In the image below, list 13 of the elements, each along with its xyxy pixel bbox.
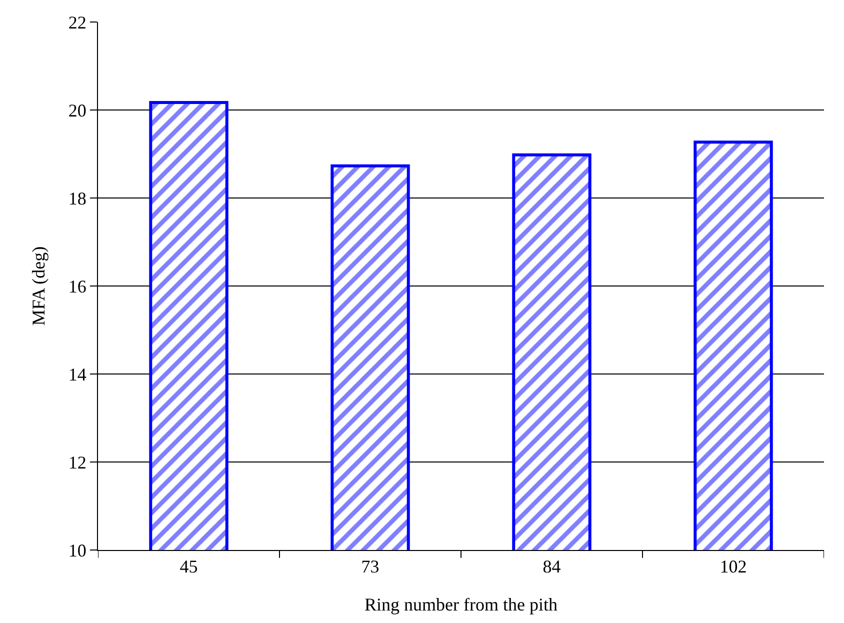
y-axis-title: MFA (deg) xyxy=(28,246,49,326)
y-tick-label: 10 xyxy=(68,540,86,560)
x-axis-title: Ring number from the pith xyxy=(364,594,558,615)
x-tick-label: 102 xyxy=(720,556,747,577)
x-tick-label: 73 xyxy=(361,556,380,577)
x-tick-label: 45 xyxy=(180,556,198,577)
y-tick-label: 12 xyxy=(68,452,86,472)
y-tick-label: 18 xyxy=(68,188,86,208)
y-tick-label: 14 xyxy=(68,364,86,384)
y-tick-label: 22 xyxy=(68,12,86,32)
y-tick-label: 16 xyxy=(68,276,86,296)
y-tick-label: 20 xyxy=(68,100,86,120)
x-tick-label: 84 xyxy=(542,556,561,577)
